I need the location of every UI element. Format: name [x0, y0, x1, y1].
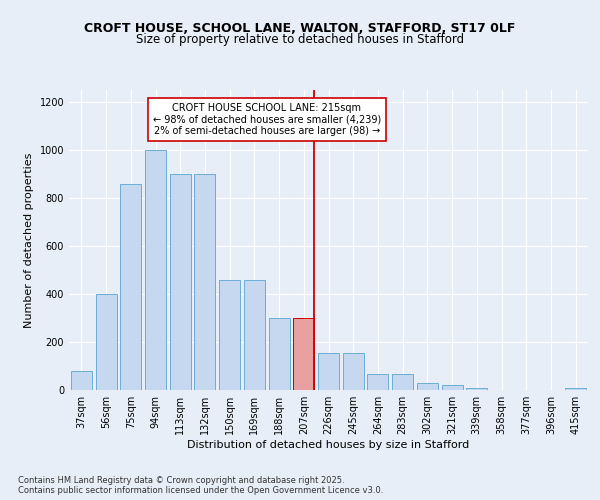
Bar: [367, 374, 388, 390]
Bar: [71, 371, 92, 390]
Bar: [565, 388, 586, 390]
Bar: [170, 174, 191, 390]
Bar: [318, 353, 339, 390]
Text: CROFT HOUSE SCHOOL LANE: 215sqm
← 98% of detached houses are smaller (4,239)
2% : CROFT HOUSE SCHOOL LANE: 215sqm ← 98% of…: [152, 103, 381, 136]
Text: CROFT HOUSE, SCHOOL LANE, WALTON, STAFFORD, ST17 0LF: CROFT HOUSE, SCHOOL LANE, WALTON, STAFFO…: [85, 22, 515, 36]
Bar: [194, 174, 215, 390]
Bar: [269, 318, 290, 390]
Text: Size of property relative to detached houses in Stafford: Size of property relative to detached ho…: [136, 32, 464, 46]
Bar: [95, 294, 116, 390]
Bar: [466, 388, 487, 390]
Bar: [120, 184, 141, 390]
Bar: [442, 385, 463, 390]
Bar: [417, 383, 438, 390]
Bar: [219, 280, 240, 390]
Bar: [392, 374, 413, 390]
Bar: [145, 150, 166, 390]
Bar: [343, 353, 364, 390]
Bar: [293, 318, 314, 390]
Text: Contains HM Land Registry data © Crown copyright and database right 2025.
Contai: Contains HM Land Registry data © Crown c…: [18, 476, 383, 495]
Y-axis label: Number of detached properties: Number of detached properties: [24, 152, 34, 328]
Bar: [244, 280, 265, 390]
X-axis label: Distribution of detached houses by size in Stafford: Distribution of detached houses by size …: [187, 440, 470, 450]
